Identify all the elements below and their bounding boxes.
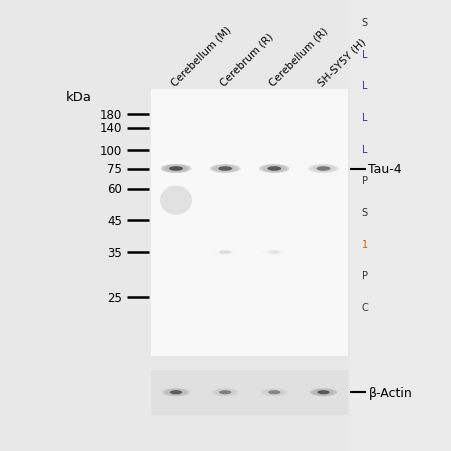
Text: Tau-4: Tau-4 [368,163,401,175]
Ellipse shape [266,390,281,395]
Text: 75: 75 [107,163,122,175]
Bar [151,90,347,356]
Ellipse shape [317,390,329,394]
Text: 25: 25 [107,291,122,304]
Ellipse shape [170,390,182,394]
Ellipse shape [218,167,231,171]
Ellipse shape [216,166,234,172]
Text: 1: 1 [361,239,367,249]
Ellipse shape [309,165,336,173]
Text: 100: 100 [100,145,122,157]
Ellipse shape [267,251,280,254]
Ellipse shape [215,390,235,395]
Ellipse shape [219,390,231,394]
Text: P: P [361,271,367,281]
Ellipse shape [316,167,329,171]
Ellipse shape [317,391,328,394]
Ellipse shape [212,165,238,173]
Text: L: L [361,144,366,154]
Ellipse shape [165,166,187,172]
Ellipse shape [312,166,334,172]
Ellipse shape [160,165,191,174]
Ellipse shape [219,391,230,394]
Text: Cerebrum (R): Cerebrum (R) [217,31,274,88]
Ellipse shape [319,391,327,394]
Bar [0,0,350,451]
Ellipse shape [160,186,191,216]
Ellipse shape [261,165,287,173]
Ellipse shape [211,388,238,396]
Text: L: L [361,81,366,91]
Ellipse shape [169,167,183,171]
Ellipse shape [164,389,187,396]
Ellipse shape [309,388,336,396]
Ellipse shape [221,391,229,394]
Text: 45: 45 [107,215,122,227]
Ellipse shape [308,165,338,174]
Text: P: P [361,176,367,186]
Ellipse shape [211,249,238,256]
Text: 35: 35 [107,246,122,259]
Ellipse shape [267,390,280,394]
Text: β-Actin: β-Actin [368,386,411,399]
Ellipse shape [269,168,278,170]
Text: L: L [361,50,366,60]
Ellipse shape [262,389,285,396]
Ellipse shape [265,166,282,172]
Ellipse shape [268,391,280,394]
Bar [350,0,451,451]
Text: L: L [361,113,366,123]
Ellipse shape [213,389,236,396]
Ellipse shape [166,390,185,395]
Text: S: S [361,18,367,28]
Text: S: S [361,207,367,217]
Text: kDa: kDa [66,91,92,103]
Ellipse shape [314,166,331,172]
Ellipse shape [220,168,229,170]
Ellipse shape [311,389,334,396]
Text: 140: 140 [99,122,122,135]
Text: Cerebellum (M): Cerebellum (M) [169,24,232,88]
Bar [151,370,347,415]
Ellipse shape [169,167,182,171]
Text: SH-SY5Y (H): SH-SY5Y (H) [316,37,367,88]
Ellipse shape [168,390,184,395]
Ellipse shape [214,166,235,172]
Ellipse shape [167,166,184,172]
Ellipse shape [264,390,283,395]
Text: C: C [361,302,368,312]
Ellipse shape [315,390,331,395]
Ellipse shape [172,391,179,394]
Ellipse shape [218,167,231,171]
Ellipse shape [209,165,240,174]
Ellipse shape [313,390,332,395]
Ellipse shape [170,391,181,394]
Ellipse shape [162,388,189,396]
Ellipse shape [162,165,189,173]
Ellipse shape [316,167,330,171]
Ellipse shape [267,167,280,171]
Ellipse shape [219,251,231,254]
Ellipse shape [260,388,287,396]
Text: Cerebellum (R): Cerebellum (R) [267,26,329,88]
Ellipse shape [258,165,289,174]
Text: 180: 180 [100,109,122,121]
Ellipse shape [171,168,180,170]
Ellipse shape [270,391,277,394]
Ellipse shape [217,390,232,395]
Ellipse shape [263,166,285,172]
Ellipse shape [318,168,327,170]
Ellipse shape [267,167,281,171]
Text: 60: 60 [107,183,122,196]
